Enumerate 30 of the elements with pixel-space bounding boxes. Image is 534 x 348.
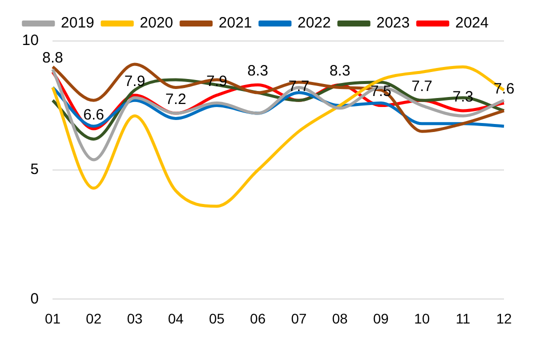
legend-label: 2022 [298, 14, 331, 32]
data-label: 8.3 [247, 62, 268, 80]
y-tick-label: 5 [30, 161, 39, 178]
data-label: 6.6 [83, 106, 104, 124]
x-tick-label: 04 [168, 310, 184, 326]
legend-label: 2019 [60, 14, 94, 32]
legend-label: 2024 [455, 14, 489, 32]
data-label: 7.6 [494, 80, 514, 98]
legend-label: 2020 [140, 14, 174, 32]
y-tick-label: 0 [30, 290, 39, 308]
data-label: 7.2 [165, 90, 186, 108]
x-tick-label: 01 [44, 310, 61, 326]
x-tick-label: 05 [209, 310, 225, 326]
data-label: 7.9 [124, 72, 146, 90]
data-label: 8.3 [329, 62, 350, 80]
x-tick-label: 10 [414, 310, 430, 326]
x-tick-label: 08 [332, 310, 348, 326]
data-label: 7.7 [412, 78, 432, 96]
x-tick-label: 12 [496, 310, 512, 326]
data-label: 8.8 [42, 50, 64, 67]
x-tick-label: 03 [126, 310, 143, 326]
x-tick-label: 09 [373, 310, 389, 326]
data-label: 7.9 [206, 72, 228, 90]
x-tick-label: 02 [86, 310, 102, 326]
x-tick-label: 06 [250, 310, 266, 326]
x-tick-label: 07 [291, 310, 307, 326]
legend-label: 2021 [218, 14, 252, 32]
y-tick-label: 10 [22, 32, 39, 50]
legend-label: 2023 [376, 14, 410, 32]
x-tick-label: 11 [456, 310, 470, 326]
